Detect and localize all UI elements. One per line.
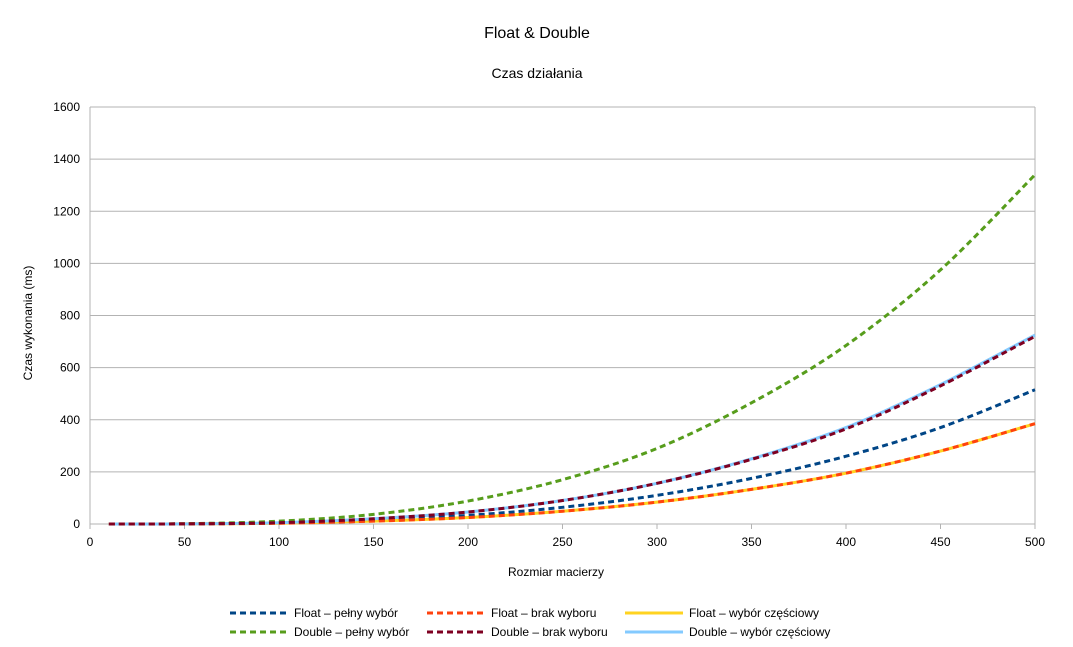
- series-line-6: [108, 333, 1036, 526]
- x-tick-label: 50: [178, 535, 192, 549]
- x-tick-label: 400: [836, 535, 856, 549]
- x-tick-label: 100: [269, 535, 289, 549]
- series-lines: [108, 173, 1037, 526]
- x-axis-label: Rozmiar macierzy: [508, 565, 604, 579]
- series-line-3: [108, 422, 1036, 526]
- legend-label: Float – wybór częściowy: [689, 606, 819, 620]
- x-tick-label: 450: [930, 535, 950, 549]
- chart-subtitle: Czas działania: [491, 65, 582, 81]
- y-tick-label: 200: [60, 465, 80, 479]
- y-tick-label: 600: [60, 361, 80, 375]
- legend-label: Float – brak wyboru: [491, 606, 596, 620]
- y-tick-label: 0: [73, 517, 80, 531]
- y-tick-label: 800: [60, 309, 80, 323]
- y-tick-label: 1400: [53, 152, 80, 166]
- legend-label: Double – wybór częściowy: [689, 625, 830, 639]
- x-axis-ticks: 0 50 100 150 200 250 300 350 400 450 500: [87, 524, 1045, 549]
- x-tick-label: 250: [552, 535, 572, 549]
- gridlines: [89, 106, 1036, 525]
- series-line-2: [108, 173, 1037, 526]
- x-tick-label: 0: [87, 535, 94, 549]
- legend-label: Double – pełny wybór: [294, 625, 409, 639]
- x-tick-label: 200: [458, 535, 478, 549]
- series-line-1: [108, 388, 1036, 526]
- y-axis-ticks: 0 200 400 600 800 1000 1200 1400 1600: [53, 100, 80, 531]
- x-tick-label: 150: [363, 535, 383, 549]
- chart-title: Float & Double: [484, 25, 590, 42]
- series-line-4: [108, 335, 1036, 526]
- x-tick-label: 350: [741, 535, 761, 549]
- legend-label: Float – pełny wybór: [294, 606, 398, 620]
- legend-label: Double – brak wyboru: [491, 625, 608, 639]
- y-tick-label: 1000: [53, 256, 80, 270]
- x-tick-label: 300: [647, 535, 667, 549]
- y-tick-label: 1600: [53, 100, 80, 114]
- y-tick-label: 1200: [53, 204, 80, 218]
- legend: Float – pełny wybór Double – pełny wybór F…: [230, 606, 830, 639]
- y-axis-label: Czas wykonania (ms): [21, 266, 35, 381]
- x-tick-label: 500: [1025, 535, 1045, 549]
- y-tick-label: 400: [60, 413, 80, 427]
